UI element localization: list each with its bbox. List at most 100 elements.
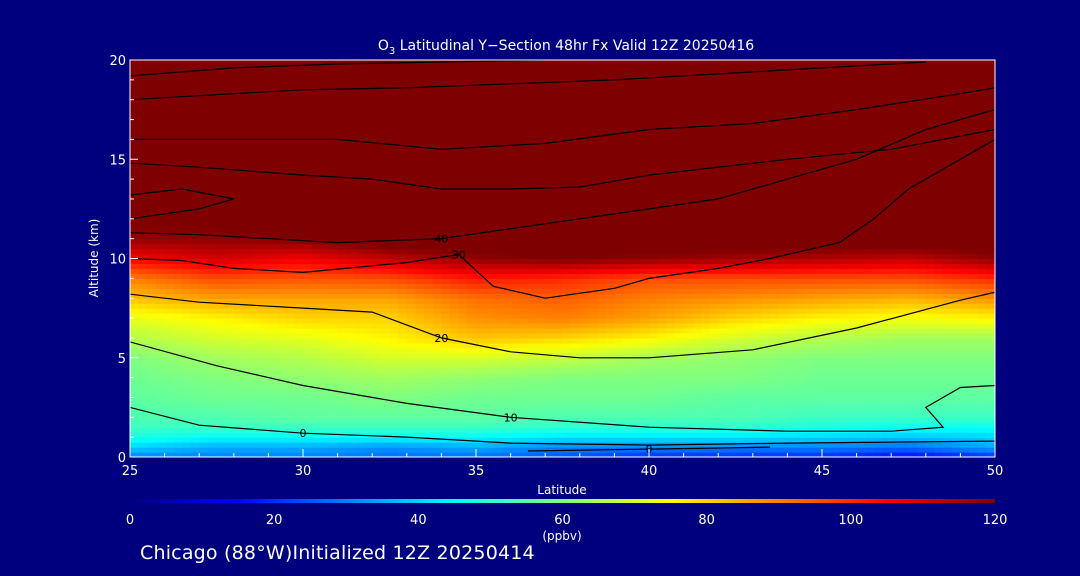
heatmap-cell: [752, 422, 763, 428]
heatmap-cell: [458, 337, 468, 344]
heatmap-cell: [977, 238, 987, 245]
heatmap-cell: [363, 298, 373, 304]
heatmap-cell: [709, 432, 719, 438]
heatmap-cell: [354, 233, 365, 240]
heatmap-cell: [424, 223, 434, 230]
heatmap-cell: [251, 377, 261, 384]
heatmap-cell: [804, 223, 814, 230]
heatmap-cell: [977, 442, 987, 448]
heatmap-cell: [277, 337, 287, 344]
heatmap-cell: [908, 437, 918, 443]
heatmap-cell: [873, 347, 884, 354]
heatmap-cell: [199, 238, 209, 245]
heatmap-cell: [415, 283, 425, 289]
heatmap-cell: [372, 213, 382, 220]
heatmap-cell: [389, 432, 399, 438]
heatmap-cell: [389, 412, 399, 418]
heatmap-cell: [579, 352, 590, 359]
heatmap-cell: [173, 342, 183, 349]
heatmap-cell: [233, 248, 244, 255]
heatmap-cell: [130, 323, 140, 329]
heatmap-cell: [640, 323, 650, 329]
heatmap-cell: [623, 357, 633, 364]
heatmap-cell: [285, 233, 295, 240]
heatmap-cell: [865, 437, 875, 443]
heatmap-cell: [666, 208, 676, 215]
heatmap-cell: [138, 233, 148, 240]
heatmap-cell: [899, 447, 910, 453]
heatmap-cell: [640, 253, 650, 260]
heatmap-cell: [536, 298, 546, 304]
heatmap-cell: [251, 283, 261, 289]
heatmap-cell: [441, 347, 451, 354]
heatmap-cell: [640, 273, 650, 279]
heatmap-cell: [623, 337, 633, 344]
heatmap-cell: [571, 263, 581, 270]
heatmap-cell: [389, 332, 399, 339]
heatmap-cell: [735, 452, 745, 457]
heatmap-cell: [424, 268, 434, 274]
heatmap-cell: [925, 432, 936, 438]
heatmap-cell: [199, 288, 209, 294]
heatmap-cell: [320, 337, 330, 344]
heatmap-cell: [424, 253, 434, 260]
heatmap-cell: [346, 332, 356, 339]
heatmap-cell: [614, 323, 624, 329]
heatmap-cell: [882, 228, 892, 235]
heatmap-cell: [649, 298, 659, 304]
heatmap-cell: [856, 377, 866, 384]
heatmap-cell: [614, 248, 624, 255]
heatmap-cell: [225, 382, 235, 389]
heatmap-cell: [623, 452, 633, 457]
heatmap-cell: [467, 422, 477, 428]
heatmap-cell: [813, 288, 823, 294]
heatmap-cell: [951, 402, 961, 408]
heatmap-cell: [908, 327, 918, 334]
heatmap-cell: [700, 233, 711, 240]
heatmap-cell: [925, 283, 936, 289]
heatmap-cell: [415, 442, 425, 448]
heatmap-cell: [683, 432, 693, 438]
heatmap-cell: [450, 228, 460, 235]
heatmap-cell: [389, 208, 399, 215]
heatmap-cell: [553, 342, 564, 349]
heatmap-cell: [536, 332, 546, 339]
heatmap-cell: [752, 332, 763, 339]
heatmap-cell: [588, 303, 598, 309]
heatmap-cell: [458, 397, 468, 404]
heatmap-cell: [804, 397, 814, 404]
heatmap-cell: [138, 372, 148, 379]
heatmap-cell: [718, 372, 728, 379]
heatmap-cell: [320, 397, 330, 404]
heatmap-cell: [130, 402, 140, 408]
heatmap-cell: [519, 382, 529, 389]
heatmap-cell: [977, 213, 987, 220]
heatmap-cell: [899, 437, 910, 443]
heatmap-cell: [917, 223, 927, 230]
heatmap-cell: [294, 422, 304, 428]
heatmap-cell: [363, 382, 373, 389]
heatmap-cell: [138, 387, 148, 394]
heatmap-cell: [216, 412, 226, 418]
heatmap-cell: [242, 362, 252, 369]
heatmap-cell: [510, 412, 520, 418]
heatmap-cell: [501, 303, 512, 309]
heatmap-cell: [761, 372, 771, 379]
heatmap-cell: [847, 313, 858, 319]
heatmap-cell: [450, 447, 460, 453]
heatmap-cell: [216, 397, 226, 404]
heatmap-cell: [259, 223, 269, 230]
heatmap-cell: [147, 397, 157, 404]
heatmap-cell: [398, 382, 408, 389]
heatmap-cell: [415, 382, 425, 389]
heatmap-cell: [346, 228, 356, 235]
heatmap-cell: [173, 313, 183, 319]
heatmap-cell: [960, 332, 970, 339]
heatmap-cell: [138, 402, 148, 408]
heatmap-cell: [804, 452, 814, 457]
heatmap-cell: [908, 253, 918, 260]
heatmap-cell: [649, 382, 659, 389]
heatmap-cell: [346, 377, 356, 384]
heatmap-cell: [917, 427, 927, 433]
heatmap-cell: [337, 213, 347, 220]
